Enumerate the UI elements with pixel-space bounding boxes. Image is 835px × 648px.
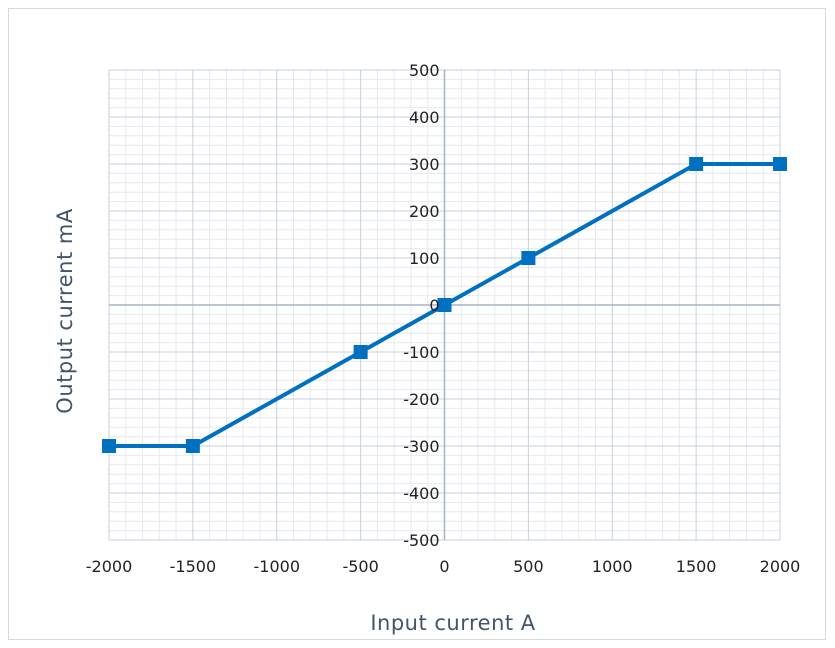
data-point-marker [521, 251, 536, 265]
x-tick-label: 0 [439, 557, 449, 576]
x-tick-label: -500 [342, 557, 378, 576]
x-tick-label: -1000 [254, 557, 301, 576]
data-point-marker [353, 345, 368, 359]
y-tick-label: -100 [403, 343, 439, 362]
data-markers [102, 157, 787, 453]
x-tick-labels: -2000 -1500 -1000 -500 0 500 1000 1500 2000 [86, 557, 801, 576]
y-tick-label: 300 [409, 155, 440, 174]
x-tick-label: 1000 [592, 557, 633, 576]
data-point-marker [185, 439, 200, 453]
data-point-marker [689, 157, 704, 171]
y-tick-labels: 500 400 300 200 100 0 -100 -200 -300 -400 -500 [403, 61, 439, 550]
y-axis-title: Output current mA [53, 208, 77, 414]
y-tick-label: 400 [409, 108, 440, 127]
x-tick-label: -1500 [170, 557, 217, 576]
y-tick-label: -400 [403, 484, 439, 503]
y-tick-label: 100 [409, 249, 440, 268]
x-tick-label: 500 [513, 557, 544, 576]
data-point-marker [437, 298, 452, 312]
x-tick-label: 1500 [676, 557, 717, 576]
y-tick-label: 200 [409, 202, 440, 221]
x-tick-label: -2000 [86, 557, 133, 576]
data-point-marker [102, 439, 116, 453]
y-tick-label: -200 [403, 390, 439, 409]
y-tick-label: 500 [409, 61, 440, 80]
x-tick-label: 2000 [760, 557, 801, 576]
y-tick-label: -300 [403, 437, 439, 456]
y-tick-label: -500 [403, 531, 439, 550]
data-point-marker [773, 157, 787, 171]
y-tick-label: 0 [429, 296, 439, 315]
x-axis-title: Input current A [370, 611, 535, 635]
